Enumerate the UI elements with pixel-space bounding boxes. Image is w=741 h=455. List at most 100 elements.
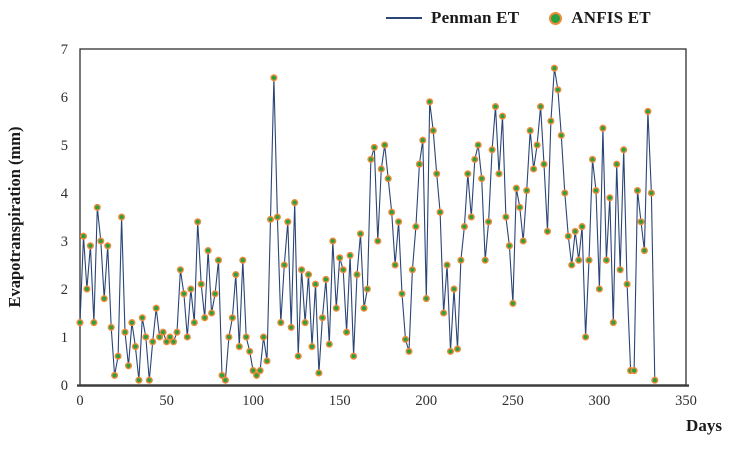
anfis-et-marker: [256, 367, 264, 375]
anfis-et-marker: [322, 275, 330, 283]
legend-item-anfis[interactable]: ANFIS ET: [549, 8, 651, 28]
anfis-et-marker: [474, 141, 482, 149]
anfis-et-marker: [204, 247, 212, 255]
anfis-et-marker: [159, 328, 167, 336]
anfis-et-marker: [613, 160, 621, 168]
anfis-et-marker: [311, 280, 320, 288]
x-tick-label: 100: [242, 393, 264, 409]
y-axis-title: Evapotranspiration (mm): [5, 126, 24, 307]
anfis-et-marker: [308, 343, 316, 351]
x-tick-label: 300: [589, 393, 611, 409]
anfis-et-marker: [329, 237, 337, 245]
anfis-et-marker: [187, 285, 195, 293]
anfis-et-marker: [211, 290, 219, 298]
anfis-et-marker: [353, 271, 361, 279]
anfis-et-marker: [530, 165, 538, 173]
anfis-et-marker: [554, 86, 562, 94]
x-axis-ticks: 0 50 100 150 200 250 300 350: [76, 393, 697, 409]
legend-item-penman[interactable]: Penman ET: [386, 8, 519, 28]
anfis-et-marker: [360, 304, 368, 312]
anfis-et-marker: [381, 141, 389, 149]
anfis-et-marker: [339, 266, 347, 274]
anfis-et-marker: [571, 227, 579, 235]
anfis-et-marker: [343, 328, 351, 336]
anfis-et-marker: [350, 352, 358, 360]
anfis-et-marker: [436, 208, 444, 216]
anfis-et-marker: [201, 314, 209, 322]
anfis-et-marker: [419, 136, 427, 144]
anfis-et-marker: [422, 295, 430, 303]
anfis-et-marker: [557, 131, 565, 139]
anfis-et-marker: [464, 170, 472, 178]
anfis-et-marker: [138, 314, 146, 322]
anfis-et-marker: [169, 338, 178, 346]
anfis-et-marker: [152, 304, 160, 312]
anfis-et-marker: [367, 155, 375, 163]
anfis-et-marker: [377, 165, 385, 173]
y-tick-label: 5: [61, 138, 68, 154]
anfis-et-marker: [533, 141, 541, 149]
anfis-et-marker: [588, 155, 597, 163]
anfis-et-marker: [363, 285, 371, 293]
anfis-et-marker: [509, 299, 517, 307]
anfis-et-marker: [502, 213, 510, 221]
anfis-et-marker: [318, 314, 326, 322]
anfis-et-marker: [405, 347, 413, 355]
anfis-et-marker: [221, 376, 229, 384]
anfis-et-marker: [246, 347, 254, 355]
anfis-et-marker: [218, 371, 226, 379]
anfis-et-marker: [332, 304, 340, 312]
anfis-et-marker: [488, 146, 496, 154]
anfis-et-marker: [543, 227, 552, 235]
y-tick-label: 6: [61, 90, 68, 106]
anfis-et-marker: [346, 251, 354, 259]
anfis-et-marker: [633, 187, 642, 195]
anfis-et-marker: [249, 367, 257, 375]
anfis-et-marker: [97, 237, 105, 245]
anfis-et-marker: [467, 213, 475, 221]
anfis-et-marker: [606, 194, 614, 202]
anfis-et-marker: [401, 335, 410, 343]
anfis-et-marker: [107, 323, 115, 331]
anfis-et-marker: [83, 285, 91, 293]
anfis-et-marker: [356, 230, 365, 238]
anfis-et-marker: [86, 242, 94, 250]
anfis-et-marker: [602, 256, 610, 264]
anfis-et-marker: [450, 285, 458, 293]
anfis-et-marker: [651, 376, 659, 384]
anfis-et-marker: [76, 319, 84, 327]
anfis-et-marker: [325, 340, 333, 348]
legend-label-anfis: ANFIS ET: [571, 8, 651, 27]
anfis-et-marker: [79, 232, 88, 240]
anfis-et-marker: [374, 237, 382, 245]
anfis-et-marker: [460, 223, 468, 231]
anfis-et-marker: [135, 376, 143, 384]
y-tick-label: 3: [61, 234, 68, 250]
anfis-et-marker: [142, 333, 150, 341]
anfis-et-marker: [616, 266, 624, 274]
series-layer: [76, 64, 659, 384]
anfis-et-marker: [263, 357, 271, 365]
anfis-et-marker: [90, 319, 98, 327]
anfis-et-marker: [266, 215, 275, 223]
anfis-et-marker: [100, 295, 108, 303]
x-tick-label: 200: [415, 393, 437, 409]
y-axis-ticks: 0 1 2 3 4 5 6 7: [61, 42, 69, 394]
anfis-et-marker: [315, 369, 323, 377]
anfis-et-marker: [270, 74, 278, 82]
anfis-et-marker: [273, 213, 281, 221]
anfis-et-marker: [180, 290, 188, 298]
anfis-et-marker: [429, 127, 437, 135]
anfis-et-marker: [239, 256, 247, 264]
anfis-et-marker: [498, 112, 507, 120]
anfis-et-marker: [124, 362, 133, 370]
anfis-et-marker: [623, 280, 631, 288]
anfis-marker-sample: [549, 11, 563, 25]
anfis-et-marker: [304, 271, 313, 279]
y-tick-label: 0: [61, 378, 68, 394]
anfis-et-marker: [453, 345, 462, 353]
anfis-et-marker: [121, 328, 129, 336]
anfis-et-marker: [336, 254, 344, 262]
anfis-et-marker: [495, 170, 503, 178]
